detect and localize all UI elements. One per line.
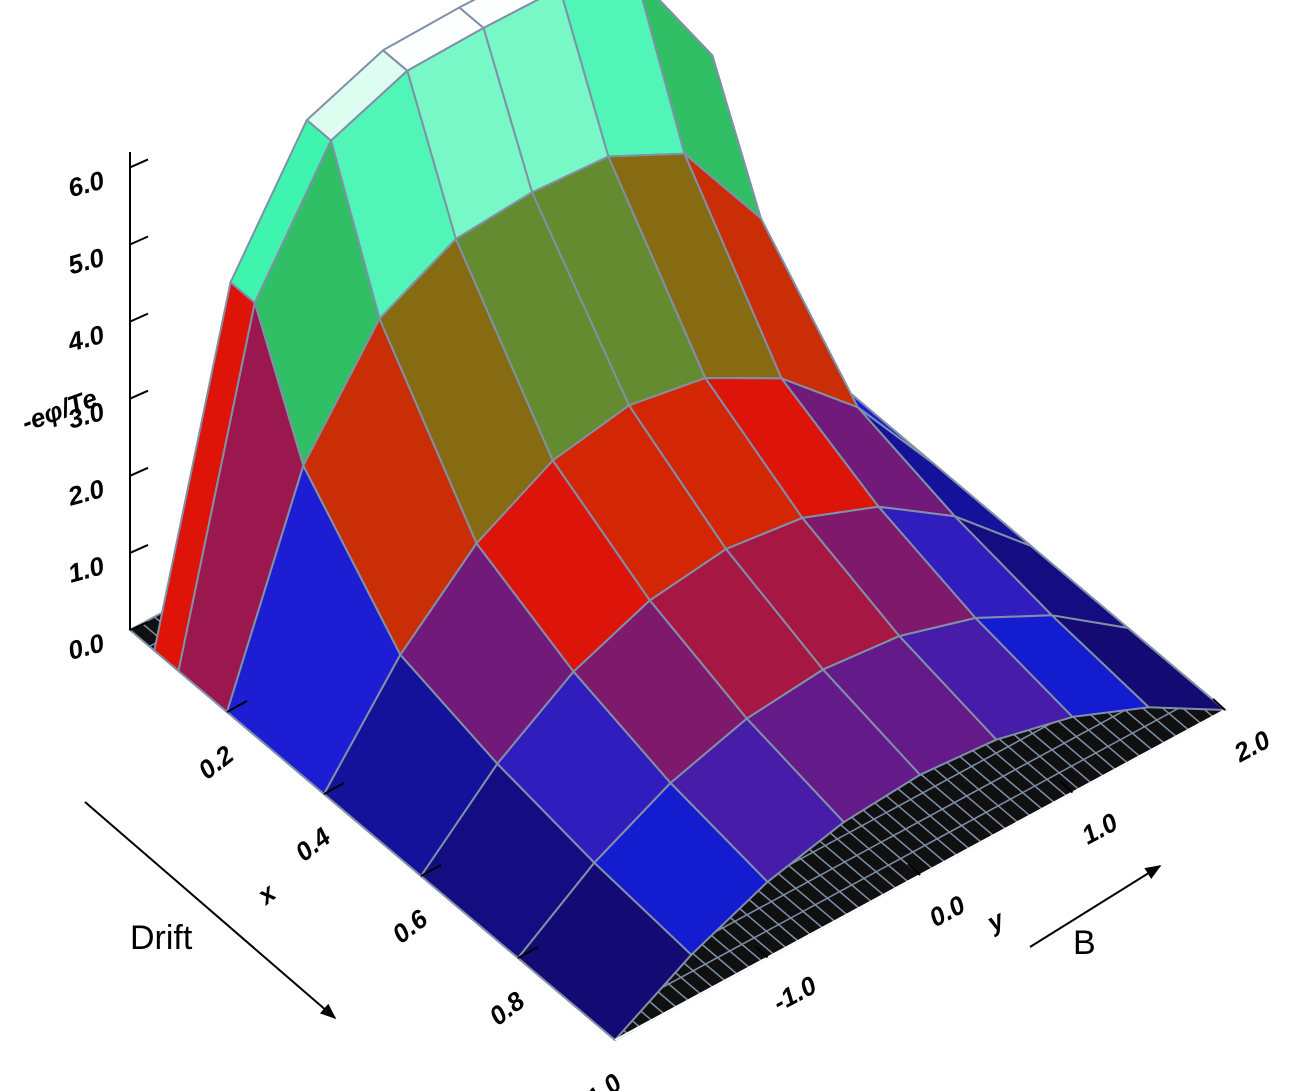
x-tick [517,946,539,959]
x-tick-label: 0.6 [386,903,433,949]
y-tick-label: -1.0 [768,970,822,1018]
x-tick-label: 0.2 [192,739,239,785]
y-tick-label: 0.0 [924,889,970,933]
z-tick [129,389,149,400]
z-tick-label: 0.0 [65,627,108,665]
y-tick [1059,780,1074,794]
z-tick-label: 6.0 [65,165,108,203]
z-tick [129,235,149,246]
x-tick-label: 0.8 [483,985,530,1031]
y-tick-label: 1.0 [1076,807,1122,851]
y-axis-label: y [980,903,1010,938]
x-tick [226,700,248,713]
y-tick [907,863,921,876]
surface-cell [517,861,693,1041]
y-tick [1212,698,1226,711]
z-tick-label: 4.0 [64,319,108,358]
x-tick [323,782,345,795]
y-tick [754,945,769,959]
z-tick [129,312,149,323]
z-tick [129,158,149,169]
z-tick-label: 1.0 [65,550,108,588]
z-tick [129,466,149,477]
z-tick [129,543,149,554]
x-axis-label: x [250,877,283,912]
z-tick [129,621,149,631]
b-label: B [1073,924,1096,962]
z-tick-label: 5.0 [65,242,108,280]
drift-arrow [84,801,337,1020]
drift-label: Drift [130,919,193,957]
y-tick-label: 2.0 [1228,724,1275,768]
z-tick-label: 2.0 [64,473,108,512]
b-arrow [1029,865,1162,948]
x-tick [420,864,442,877]
x-tick-label: 0.4 [289,821,336,867]
x-tick-label: 1.0 [580,1067,627,1091]
